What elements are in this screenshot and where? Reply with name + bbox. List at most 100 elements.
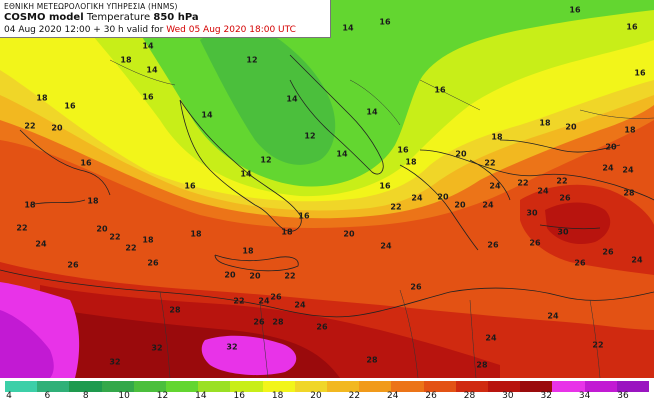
contour-label: 24: [537, 186, 549, 196]
contour-label: 22: [556, 176, 568, 186]
contour-label: 18: [24, 200, 36, 210]
contour-label: 32: [226, 342, 238, 352]
temperature-field: [0, 0, 654, 378]
contour-label: 24: [631, 255, 643, 265]
colorbar-ticks: 4 6 8 10 12 14 16 18 20 22 24 26 28 30 32 34 36: [5, 391, 649, 405]
contour-label: 24: [602, 163, 614, 173]
colorbar-tick-label: 10: [118, 391, 130, 401]
borders: [109, 59, 654, 378]
colorbar-tick-label: 20: [310, 391, 322, 401]
contour-label: 18: [539, 118, 551, 128]
colorbar-tick-label: 30: [502, 391, 514, 401]
model-line: COSMO model Temperature 850 hPa: [4, 12, 326, 24]
contour-label: 26: [147, 258, 159, 268]
valid-time: Wed 05 Aug 2020 18:00 UTC: [166, 25, 296, 35]
colorbar-segment: [69, 381, 102, 392]
colorbar-tick-label: 36: [617, 391, 629, 401]
colorbar-tick-label: 34: [578, 391, 591, 401]
contour-label: 16: [80, 158, 92, 168]
contour-label: 18: [36, 93, 48, 103]
colorbar-segment: [327, 381, 360, 392]
contour-label: 20: [455, 149, 467, 159]
contour-label: 24: [482, 200, 494, 210]
contour-label: 14: [342, 23, 354, 33]
contour-label: 24: [547, 311, 559, 321]
colorbar-segment: [101, 381, 134, 392]
contour-label: 26: [316, 322, 328, 332]
contour-label: 18: [142, 235, 154, 245]
contour-label: 22: [592, 340, 604, 350]
contour-label: 32: [151, 343, 163, 353]
colorbar-segment: [552, 381, 585, 392]
contour-label: 12: [260, 155, 272, 165]
colorbar-tick-label: 24: [387, 391, 399, 401]
colorbar-segment: [37, 381, 70, 392]
contour-label: 20: [96, 224, 108, 234]
contour-label: 18: [624, 125, 636, 135]
colorbar-segment: [230, 381, 263, 392]
contour-label: 26: [410, 282, 422, 292]
contour-label: 16: [434, 85, 446, 95]
colorbar-segment: [198, 381, 231, 392]
contour-label: 22: [484, 158, 496, 168]
contour-label: 24: [489, 181, 501, 191]
contour-label: 22: [109, 232, 121, 242]
contour-label: 18: [242, 246, 254, 256]
model-name: COSMO model: [4, 12, 84, 23]
colorbar-tick-label: 26: [425, 391, 437, 401]
contour-label: 16: [634, 68, 646, 78]
contour-label: 24: [35, 239, 47, 249]
contour-label: 22: [24, 121, 36, 131]
colorbar-tick-label: 16: [233, 391, 245, 401]
colorbar-segment: [262, 381, 295, 392]
colorbar-segment: [488, 381, 521, 392]
pressure-level: 850 hPa: [153, 12, 199, 23]
field-name: Temperature: [86, 12, 151, 23]
contour-label: 18: [281, 227, 293, 237]
colorbar-segment: [520, 381, 553, 392]
contour-label: 22: [125, 243, 137, 253]
contour-label: 22: [16, 223, 28, 233]
contour-label: 16: [379, 181, 391, 191]
colorbar-segment: [391, 381, 424, 392]
contour-label: 28: [366, 355, 378, 365]
contour-label: 26: [529, 238, 541, 248]
run-time: 04 Aug 2020 12:00 + 30 h valid for: [4, 25, 164, 35]
contour-label: 16: [64, 101, 76, 111]
field-34-west: [0, 310, 54, 378]
contour-label: 22: [233, 296, 245, 306]
colorbar-tick-label: 14: [195, 391, 207, 401]
contour-label: 14: [286, 94, 298, 104]
contour-label: 20: [249, 271, 261, 281]
contour-label: 18: [87, 196, 99, 206]
contour-label: 24: [485, 333, 497, 343]
contour-label: 14: [142, 41, 154, 51]
contour-label: 14: [201, 110, 213, 120]
contour-label: 24: [294, 300, 306, 310]
contour-label: 26: [574, 258, 586, 268]
contour-label: 20: [343, 229, 355, 239]
contour-label: 12: [246, 55, 258, 65]
contour-label: 16: [142, 92, 154, 102]
contour-label: 16: [569, 5, 581, 15]
contour-label: 26: [67, 260, 79, 270]
contour-label: 28: [476, 360, 488, 370]
validity-line: 04 Aug 2020 12:00 + 30 h valid for Wed 0…: [4, 24, 326, 36]
colorbar-segment: [423, 381, 456, 392]
contour-label: 22: [284, 271, 296, 281]
contour-label: 14: [366, 107, 378, 117]
contour-label: 24: [380, 241, 392, 251]
colorbar-tick-label: 18: [271, 391, 284, 401]
contour-label: 20: [51, 123, 63, 133]
contour-label: 20: [437, 192, 449, 202]
colorbar-segment: [166, 381, 199, 392]
contour-label: 16: [298, 211, 310, 221]
colorbar-tick-label: 6: [44, 391, 51, 401]
contour-label: 28: [623, 188, 635, 198]
colorbar-segment: [616, 381, 650, 392]
colorbar-segment: [359, 381, 392, 392]
contour-label: 22: [390, 202, 402, 212]
contour-label: 20: [224, 270, 236, 280]
contour-label: 16: [397, 145, 409, 155]
contour-label: 26: [270, 292, 282, 302]
